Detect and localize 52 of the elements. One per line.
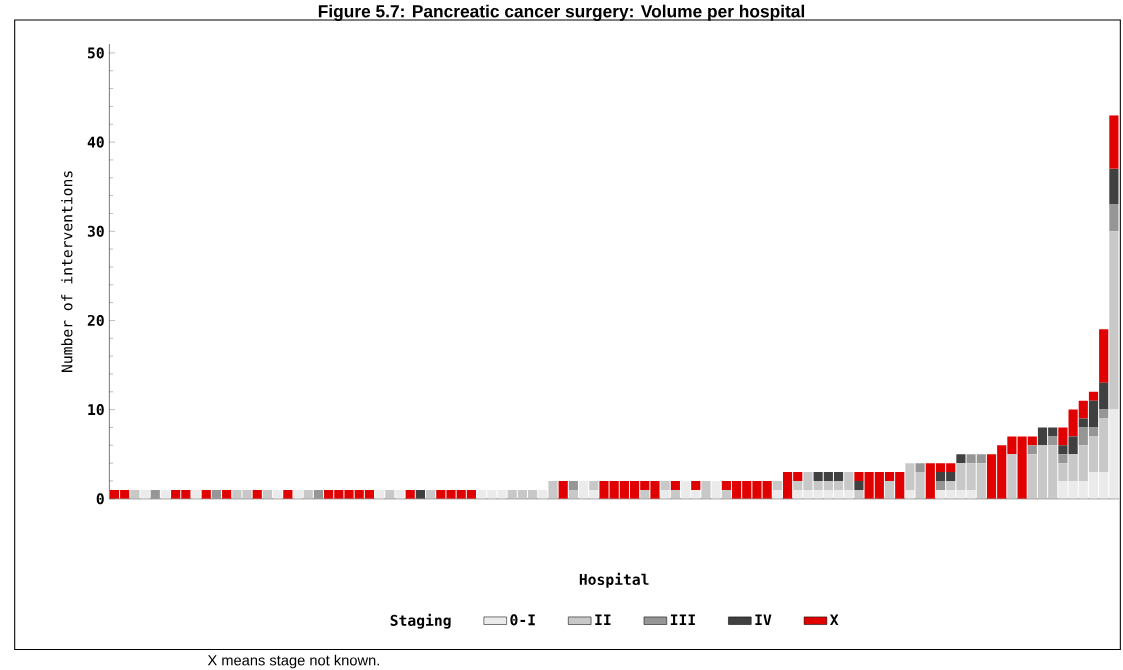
bar <box>772 481 782 491</box>
bar <box>1068 436 1078 455</box>
y-tick-label: 50 <box>88 47 104 59</box>
bar <box>905 490 915 500</box>
y-tick-label: 0 <box>96 493 104 505</box>
bar <box>568 481 578 491</box>
bar <box>854 490 864 500</box>
x-axis-title: Hospital <box>579 573 649 589</box>
bar <box>1099 409 1109 419</box>
y-tick-label: 20 <box>87 315 104 327</box>
legend-label: IV <box>755 614 772 626</box>
y-axis-title: Number of interventions <box>61 171 73 373</box>
bar <box>589 481 599 491</box>
bar <box>191 490 201 500</box>
bar <box>701 481 711 500</box>
bar <box>1109 204 1119 232</box>
y-tick-label: 10 <box>88 404 104 416</box>
bar <box>1099 329 1109 384</box>
y-tick-label: 40 <box>87 136 104 148</box>
bar <box>884 481 895 500</box>
bar <box>1058 454 1068 464</box>
bar <box>854 481 864 491</box>
bar <box>293 490 303 500</box>
bar <box>395 490 405 500</box>
bar <box>935 481 946 491</box>
bar <box>660 481 670 491</box>
text: X means stage not known. <box>207 654 379 669</box>
bar <box>1007 454 1017 500</box>
bar <box>1109 115 1119 170</box>
bar <box>670 481 680 491</box>
bar <box>711 481 721 500</box>
bar <box>1088 392 1099 401</box>
legend-label: 0-I <box>510 614 535 626</box>
legend-label: X <box>829 614 839 626</box>
bar <box>1109 231 1119 410</box>
legend-label: III <box>670 614 695 626</box>
bar <box>1109 169 1119 205</box>
bar <box>956 454 966 464</box>
bar <box>548 481 558 500</box>
legend-label: II <box>595 614 611 626</box>
bar <box>1058 445 1068 455</box>
bar <box>915 463 925 473</box>
bar <box>140 490 150 500</box>
bar <box>1058 427 1068 446</box>
bar <box>558 481 568 500</box>
y-tick-label: 30 <box>87 225 104 238</box>
legend-title: Staging <box>390 614 451 629</box>
bar <box>691 481 701 491</box>
chart-title: Figure 5.7: Pancreatic cancer surgery: Volume per hospital <box>318 4 805 22</box>
bar <box>1048 436 1058 446</box>
bar <box>1027 445 1037 455</box>
bar <box>1058 481 1068 500</box>
